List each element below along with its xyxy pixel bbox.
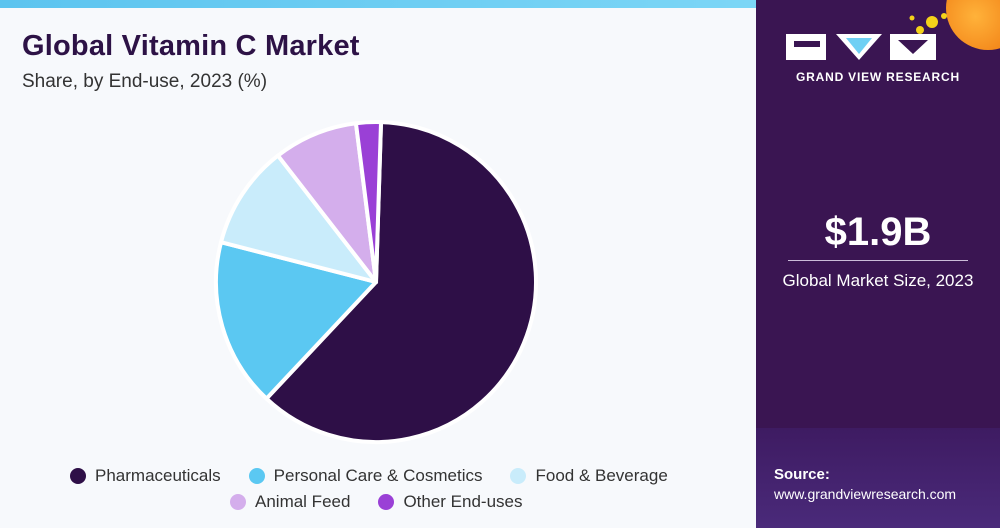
legend-label: Pharmaceuticals (95, 466, 221, 485)
grand-view-research-logo (786, 34, 936, 60)
legend-label: Personal Care & Cosmetics (273, 466, 483, 485)
legend-swatch (70, 468, 86, 484)
legend-label: Other End-uses (403, 492, 523, 511)
top-accent-bar (0, 0, 756, 8)
legend-item-other: Other End-uses (378, 492, 523, 512)
juice-splash-icon (909, 13, 947, 34)
sidebar-panel: GRAND VIEW RESEARCH $1.9B Global Market … (756, 0, 1000, 528)
legend-item-animal-feed: Animal Feed (230, 492, 350, 512)
legend-swatch (378, 494, 395, 510)
legend-item-food-beverage: Food & Beverage (510, 466, 668, 486)
legend-row: Animal Feed Other End-uses (70, 489, 710, 515)
legend-swatch (248, 468, 265, 484)
divider (788, 260, 968, 261)
source-panel (756, 428, 1000, 528)
chart-title: Global Vitamin C Market (22, 30, 360, 62)
brand-name: GRAND VIEW RESEARCH (796, 70, 960, 84)
legend-item-pharmaceuticals: Pharmaceuticals (70, 466, 221, 486)
pie-chart (214, 120, 538, 444)
chart-legend: Pharmaceuticals Personal Care & Cosmetic… (70, 463, 710, 515)
chart-panel: Global Vitamin C Market Share, by End-us… (0, 8, 756, 528)
slice-personal-care (214, 240, 378, 401)
chart-subtitle: Share, by End-use, 2023 (%) (22, 71, 268, 92)
source-link[interactable]: www.grandviewresearch.com (774, 486, 957, 502)
slice-other (353, 120, 384, 284)
legend-item-personal-care: Personal Care & Cosmetics (248, 466, 483, 486)
market-size-label: Global Market Size, 2023 (782, 271, 974, 290)
legend-swatch (230, 494, 246, 510)
legend-swatch (510, 468, 527, 484)
legend-label: Animal Feed (255, 492, 351, 511)
market-size-value: $1.9B (824, 210, 932, 254)
legend-row: Pharmaceuticals Personal Care & Cosmetic… (70, 463, 710, 489)
legend-label: Food & Beverage (535, 466, 668, 485)
slice-food-beverage (219, 153, 378, 284)
source-label: Source: (774, 466, 830, 483)
slice-pharmaceuticals (264, 120, 538, 444)
